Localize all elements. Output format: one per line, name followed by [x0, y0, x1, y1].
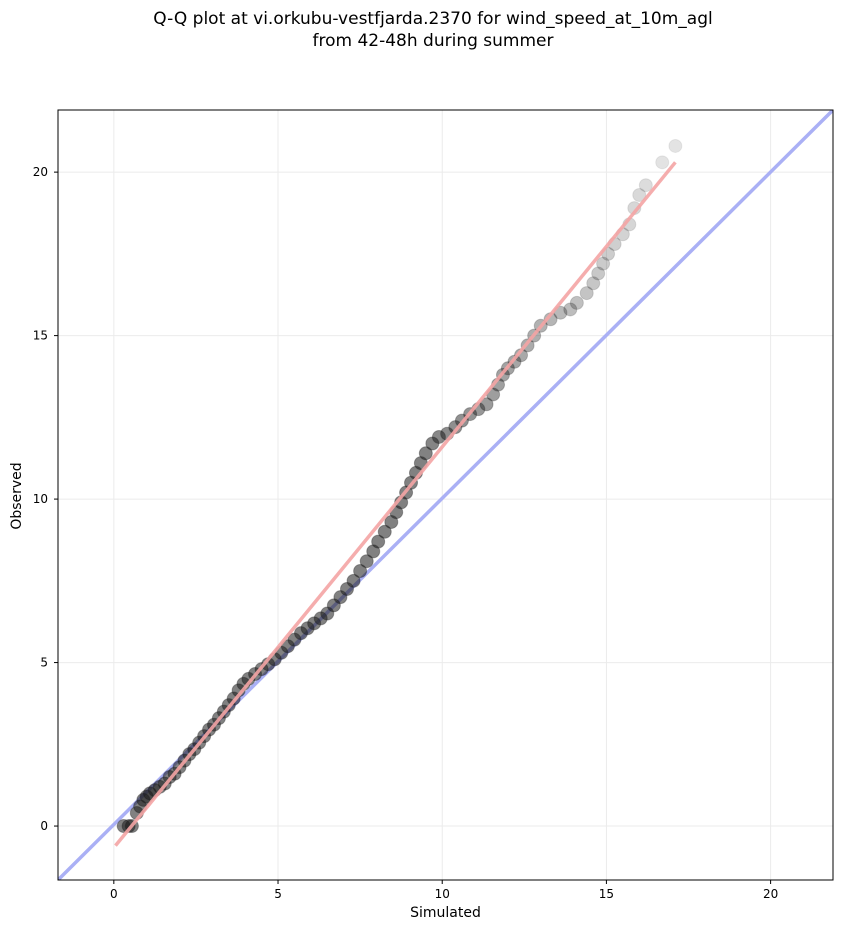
- data-point: [346, 573, 361, 588]
- data-point: [668, 138, 683, 153]
- y-tick-label: 20: [33, 165, 48, 179]
- x-tick-label: 15: [599, 887, 614, 901]
- data-point: [353, 564, 368, 579]
- y-tick-label: 10: [33, 492, 48, 506]
- fit-line: [114, 161, 677, 847]
- x-tick-label: 10: [435, 887, 450, 901]
- data-point: [479, 397, 494, 412]
- x-tick: 20: [763, 880, 778, 901]
- chart-title-line-2: from 42-48h during summer: [312, 31, 554, 51]
- x-tick: 15: [599, 880, 614, 901]
- y-axis-label: Observed: [9, 462, 25, 530]
- axes-frame: [57, 109, 834, 881]
- data-point: [655, 155, 670, 170]
- y-tick-label: 15: [33, 329, 48, 343]
- x-tick-label: 0: [110, 887, 118, 901]
- y-tick: 15: [33, 329, 58, 343]
- y-tick: 0: [40, 819, 58, 833]
- data-point: [569, 295, 584, 310]
- x-tick-label: 5: [274, 887, 282, 901]
- chart-title-line-1: Q-Q plot at vi.orkubu-vestfjarda.2370 fo…: [153, 9, 713, 29]
- data-point: [448, 420, 463, 435]
- y-tick-label: 5: [40, 656, 48, 670]
- data-point: [596, 256, 611, 271]
- plot-area: [58, 110, 833, 880]
- chart-title: Q-Q plot at vi.orkubu-vestfjarda.2370 fo…: [0, 8, 843, 52]
- data-point: [586, 276, 601, 291]
- y-tick: 10: [33, 492, 58, 506]
- data-point: [371, 534, 386, 549]
- data-point: [563, 302, 578, 317]
- x-tick-label: 20: [763, 887, 778, 901]
- data-point: [579, 286, 594, 301]
- data-point: [377, 524, 392, 539]
- data-point: [359, 554, 374, 569]
- y-tick: 5: [40, 656, 58, 670]
- data-point: [638, 178, 653, 193]
- y-tick: 20: [33, 165, 58, 179]
- x-axis-label: Simulated: [410, 905, 481, 921]
- y-tick-label: 0: [40, 819, 48, 833]
- data-point: [591, 266, 606, 281]
- x-tick: 5: [274, 880, 282, 901]
- x-tick: 0: [110, 880, 118, 901]
- data-point: [418, 446, 433, 461]
- data-point: [632, 188, 647, 203]
- x-tick: 10: [435, 880, 450, 901]
